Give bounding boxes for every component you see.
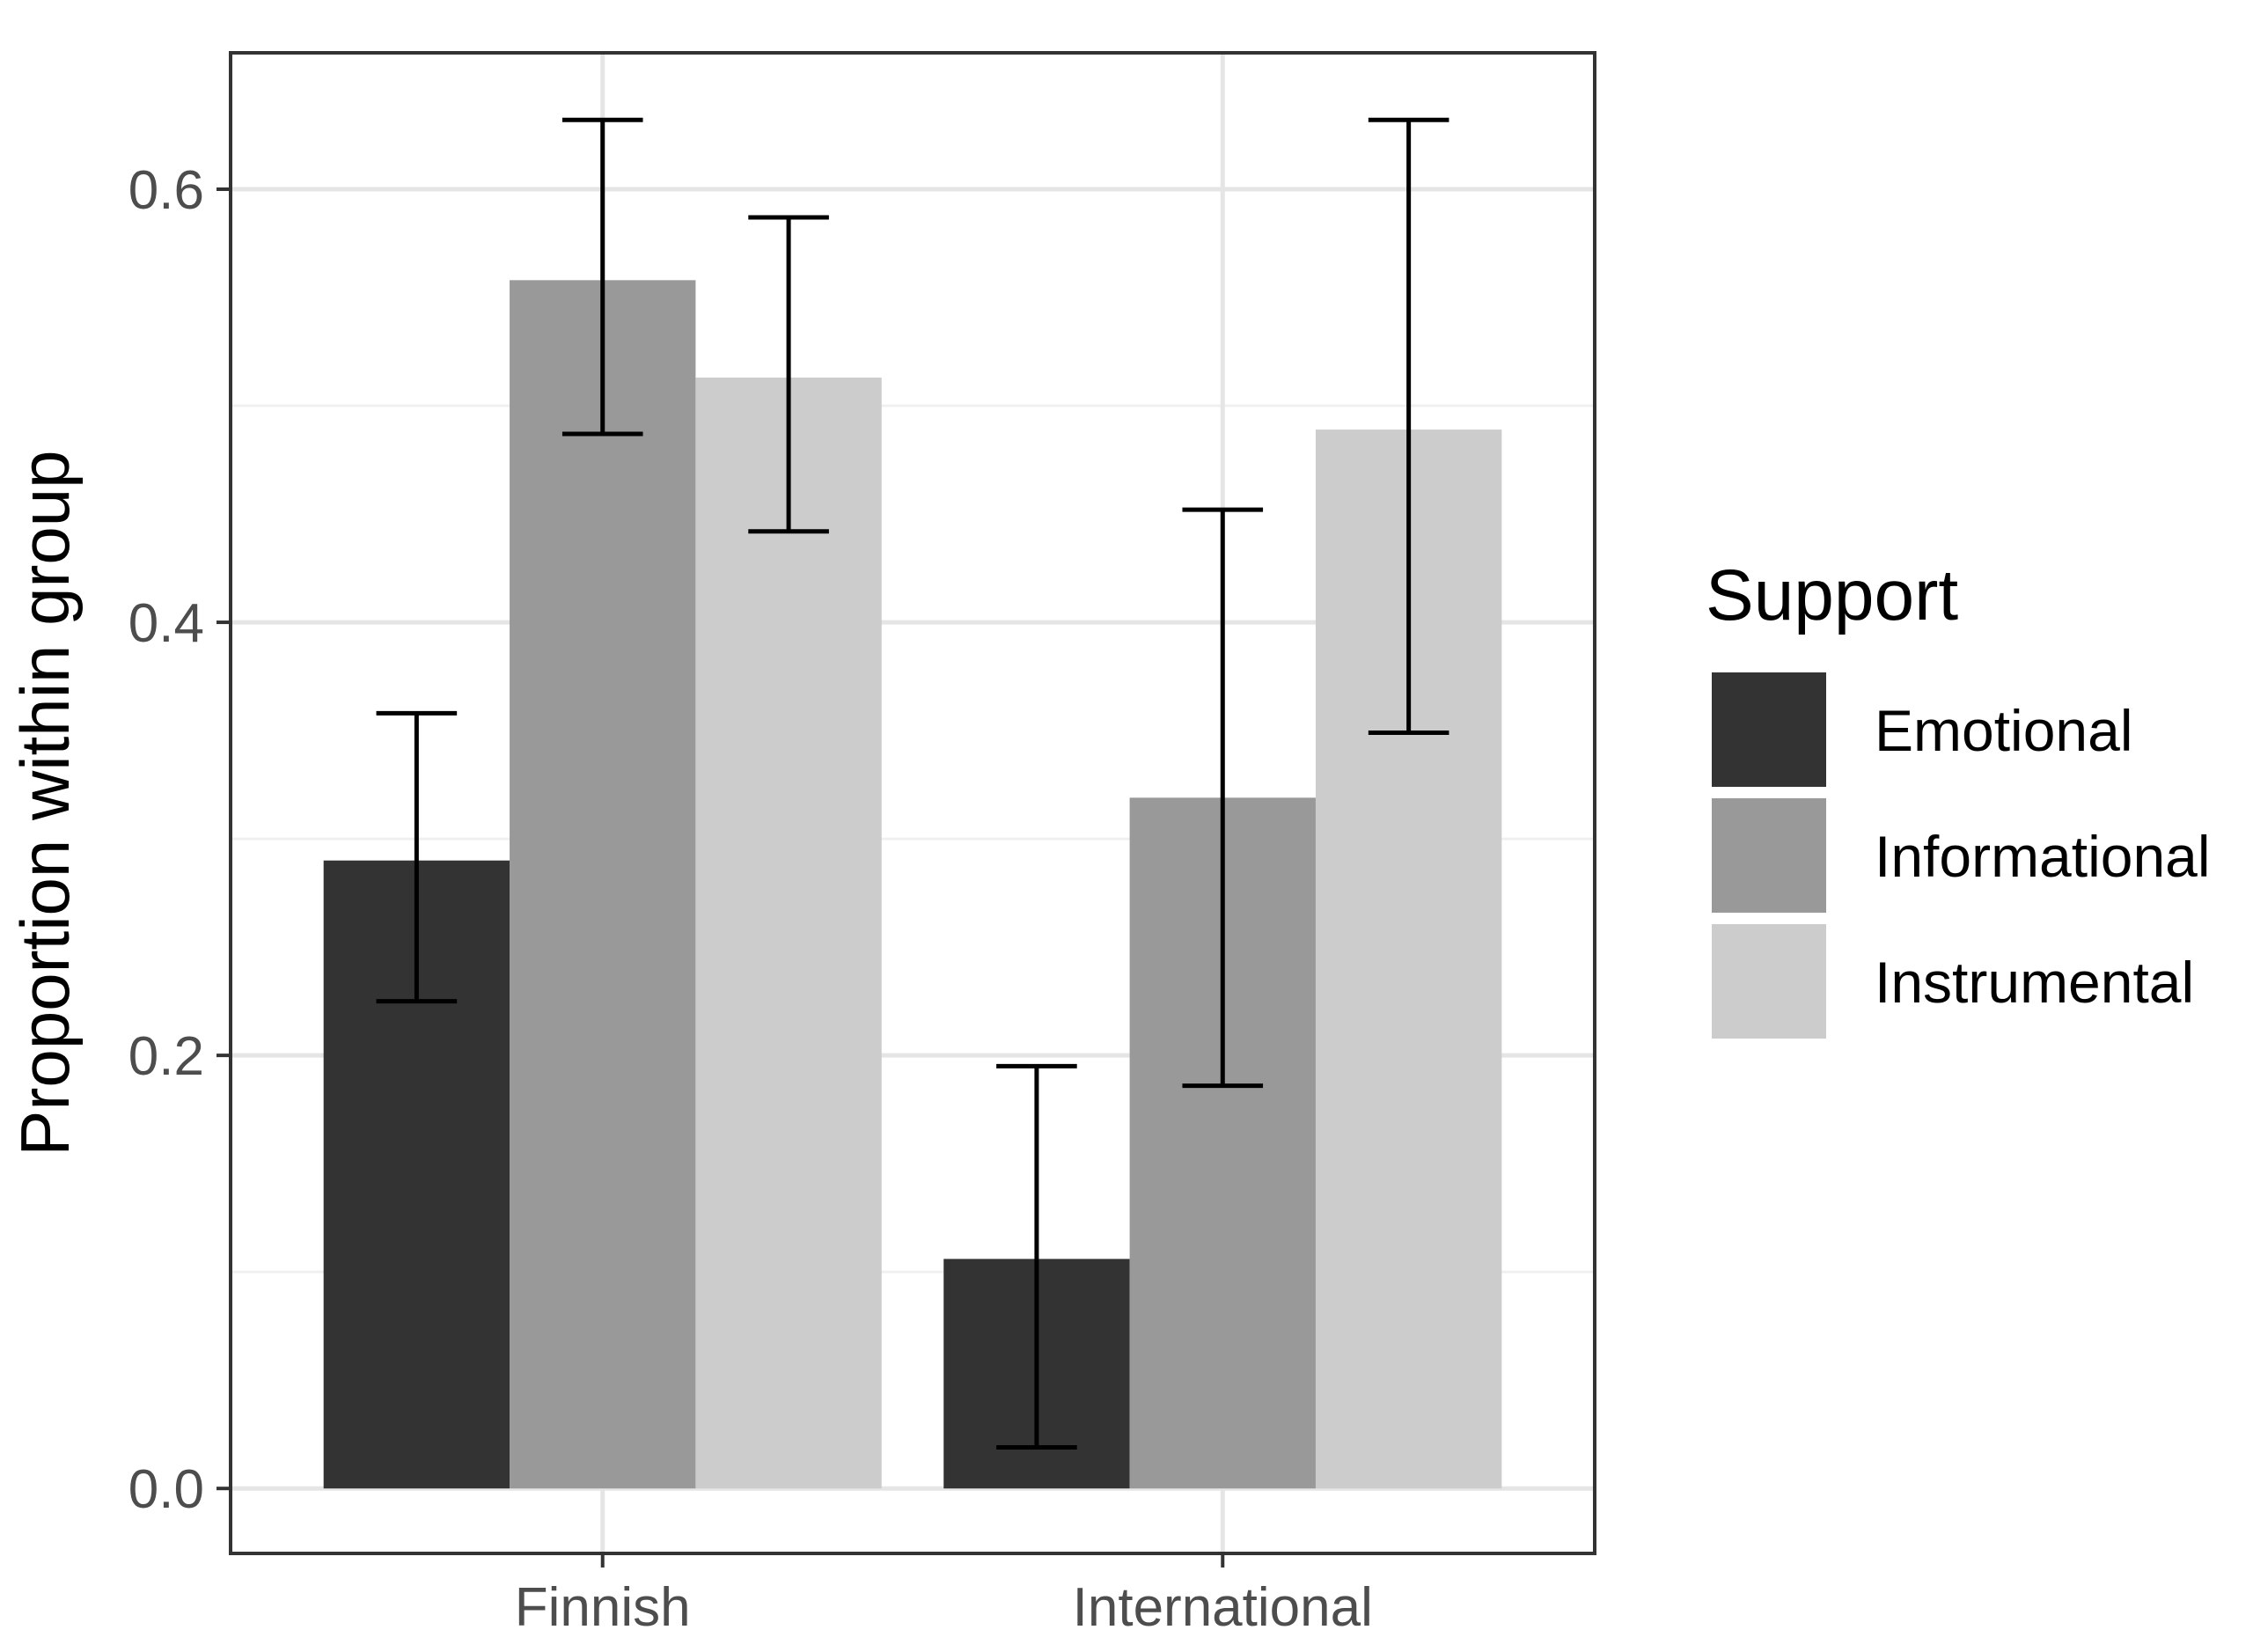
- bar-informational-finnish: [510, 280, 696, 1489]
- y-tick-label: 0.6: [128, 160, 204, 221]
- error-bars-group: [376, 117, 1449, 1450]
- legend-label-informational: Informational: [1875, 824, 2211, 889]
- legend-key-instrumental: [1712, 924, 1826, 1039]
- bar-instrumental-finnish: [695, 378, 882, 1489]
- legend-key-informational: [1712, 798, 1826, 913]
- error-bar: [376, 710, 458, 1004]
- y-tick-label: 0.0: [128, 1459, 204, 1520]
- x-tick-label: International: [1073, 1577, 1373, 1638]
- error-bar: [748, 215, 829, 534]
- x-axis: Finnish International: [515, 1553, 1373, 1638]
- panel-border: [229, 51, 1596, 1555]
- legend-label-instrumental: Instrumental: [1875, 950, 2194, 1015]
- error-bar: [561, 117, 643, 437]
- legend-title: Support: [1706, 555, 1958, 635]
- legend-label-emotional: Emotional: [1875, 698, 2133, 763]
- x-tick-label: Finnish: [515, 1577, 691, 1638]
- error-bar: [1368, 117, 1449, 736]
- y-tick-label: 0.4: [128, 593, 204, 654]
- bars-group: [323, 280, 1502, 1489]
- error-bar: [1182, 507, 1264, 1089]
- legend-key-emotional: [1712, 672, 1826, 787]
- y-axis: 0.0 0.2 0.4 0.6: [128, 160, 231, 1520]
- legend: Support Emotional Informational Instrument…: [1706, 555, 2211, 1039]
- y-tick-label: 0.2: [128, 1026, 204, 1087]
- y-axis-title: Proportion within group: [6, 450, 84, 1156]
- error-bar: [996, 1063, 1077, 1450]
